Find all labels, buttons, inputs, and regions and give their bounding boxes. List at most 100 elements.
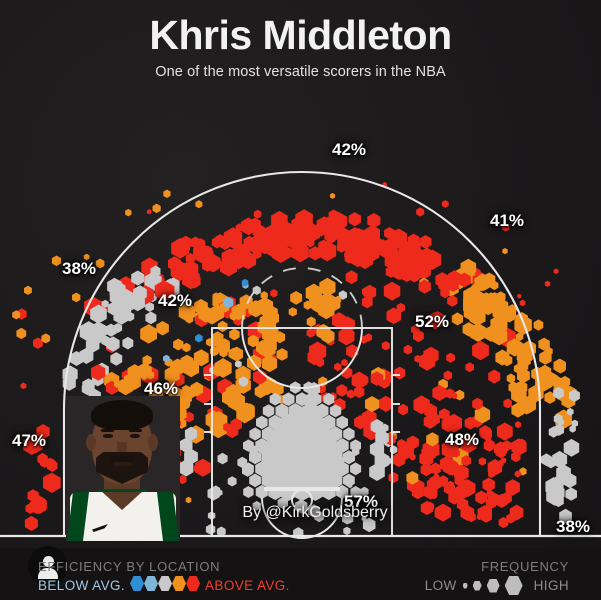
shot-hexbin — [447, 480, 454, 489]
shot-hexbin — [537, 376, 548, 389]
shot-hexbin — [485, 436, 492, 443]
shot-hexbin — [565, 487, 577, 501]
shot-hexbin — [253, 209, 262, 219]
shot-hexbin — [173, 338, 184, 351]
shot-hexbin — [345, 270, 358, 285]
shot-hexbin — [361, 295, 373, 309]
frequency-legend-scale: LOW HIGH — [425, 576, 569, 595]
shot-hexbin — [249, 427, 261, 441]
shot-hexbin — [122, 336, 134, 350]
shot-hexbin — [482, 477, 495, 492]
shot-hexbin — [351, 371, 367, 390]
shot-hexbin — [386, 307, 401, 325]
shot-hexbin — [125, 311, 135, 322]
shot-hexbin — [423, 414, 437, 429]
shot-hexbin — [101, 299, 109, 308]
shot-hexbin — [544, 391, 556, 404]
three-point-line — [62, 171, 542, 536]
shot-hexbin — [549, 476, 564, 494]
shot-hexbin — [228, 347, 239, 360]
legend-bar: EFFICIENCY BY LOCATION BELOW AVG. ABOVE … — [0, 546, 601, 600]
shot-hexbin — [269, 392, 281, 406]
shot-hexbin — [370, 236, 384, 252]
efficiency-swatch — [172, 576, 187, 591]
shot-hexbin — [545, 456, 556, 469]
shot-hexbin — [403, 344, 413, 355]
shot-hexbin — [79, 347, 94, 364]
shot-hexbin — [508, 304, 517, 314]
shot-hexbin — [478, 457, 487, 466]
restricted-area-arc — [261, 497, 343, 539]
shot-hexbin — [362, 286, 371, 297]
shot-hexbin — [349, 237, 362, 253]
free-throw-circle-bottom — [241, 267, 363, 329]
shot-hexbin — [406, 471, 419, 485]
shot-hexbin — [130, 294, 145, 312]
shot-hexbin — [553, 358, 566, 373]
shot-hexbin — [388, 471, 399, 484]
shot-hexbin — [383, 281, 401, 301]
efficiency-color-swatches — [130, 576, 201, 594]
shot-hexbin — [430, 462, 441, 475]
shot-hexbin — [373, 449, 380, 457]
shot-hexbin — [421, 445, 436, 462]
free-throw-circle-top — [241, 327, 363, 389]
shot-hexbin — [47, 459, 58, 472]
shot-hexbin — [544, 280, 551, 287]
shot-hexbin — [247, 334, 259, 348]
shot-hexbin — [519, 299, 526, 307]
shot-hexbin — [440, 287, 450, 299]
efficiency-swatch — [158, 576, 173, 591]
shot-hexbin — [334, 362, 342, 372]
shot-hexbin — [538, 337, 550, 351]
shot-hexbin — [131, 270, 145, 286]
shot-hexbin — [503, 398, 512, 409]
shot-hexbin — [190, 381, 204, 397]
shot-hexbin — [474, 274, 490, 292]
shot-hexbin — [142, 355, 152, 366]
shot-hexbin — [178, 474, 187, 485]
shot-hexbin — [257, 467, 263, 473]
shot-hexbin — [180, 354, 194, 370]
shot-hexbin — [406, 263, 421, 280]
shot-hexbin — [356, 250, 373, 270]
shot-hexbin — [394, 366, 406, 380]
shot-hexbin — [454, 464, 469, 482]
efficiency-swatch — [144, 576, 159, 591]
shot-hexbin — [318, 300, 335, 320]
shot-hexbin — [369, 441, 385, 458]
shot-hexbin — [499, 300, 508, 310]
shot-hexbin — [466, 511, 476, 523]
shot-hexbin — [488, 369, 501, 384]
shot-hexbin — [461, 455, 472, 467]
shot-hexbin — [495, 349, 510, 366]
shot-hexbin — [360, 486, 369, 497]
shot-hexbin — [110, 352, 123, 366]
shot-hexbin — [338, 327, 355, 346]
shot-hexbin — [328, 453, 342, 469]
nike-swoosh-icon — [92, 524, 108, 532]
shot-hexbin — [342, 512, 353, 525]
shot-hexbin — [428, 487, 435, 495]
shot-hexbin — [95, 258, 105, 269]
shot-hexbin — [243, 486, 254, 498]
zone-label-restricted-area: 57% — [344, 492, 379, 511]
shot-hexbin — [451, 312, 463, 326]
shot-hexbin — [490, 280, 499, 291]
shot-hexbin — [553, 423, 564, 436]
person-avatar-icon — [28, 546, 68, 586]
shot-hexbin — [361, 515, 367, 522]
shot-hexbin — [156, 321, 169, 336]
shot-hexbin — [276, 348, 288, 361]
shot-hexbin — [346, 389, 355, 399]
shot-hexbin — [517, 438, 526, 448]
shot-hexbin — [336, 415, 348, 430]
shot-hexbin — [195, 333, 203, 343]
shot-hexbin — [83, 253, 90, 261]
frequency-dot — [472, 580, 482, 591]
shot-hexbin — [385, 457, 392, 465]
shot-hexbin — [502, 223, 510, 232]
shot-hexbin — [362, 517, 376, 533]
shot-hexbin — [258, 447, 265, 454]
